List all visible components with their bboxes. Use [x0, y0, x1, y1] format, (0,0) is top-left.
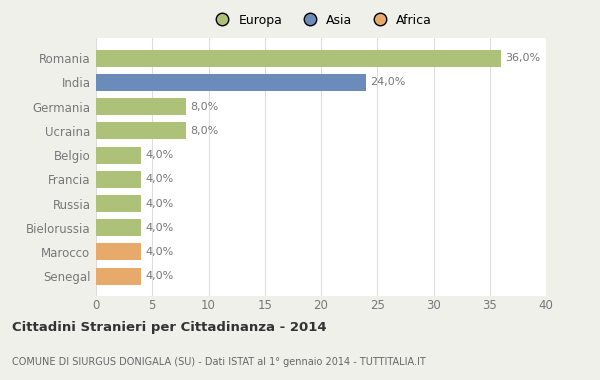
Text: 4,0%: 4,0%: [146, 174, 174, 184]
Bar: [96, 268, 141, 285]
Bar: [96, 147, 141, 163]
Text: 4,0%: 4,0%: [146, 150, 174, 160]
Bar: [96, 195, 141, 212]
Text: 4,0%: 4,0%: [146, 223, 174, 233]
Text: COMUNE DI SIURGUS DONIGALA (SU) - Dati ISTAT al 1° gennaio 2014 - TUTTITALIA.IT: COMUNE DI SIURGUS DONIGALA (SU) - Dati I…: [12, 357, 426, 367]
Bar: [96, 98, 186, 115]
Legend: Europa, Asia, Africa: Europa, Asia, Africa: [210, 14, 432, 27]
Bar: [96, 74, 366, 91]
Bar: [96, 122, 186, 139]
Text: Cittadini Stranieri per Cittadinanza - 2014: Cittadini Stranieri per Cittadinanza - 2…: [12, 321, 326, 334]
Text: 4,0%: 4,0%: [146, 271, 174, 281]
Text: 4,0%: 4,0%: [146, 247, 174, 257]
Bar: [96, 50, 501, 67]
Text: 24,0%: 24,0%: [371, 78, 406, 87]
Text: 4,0%: 4,0%: [146, 198, 174, 209]
Bar: [96, 171, 141, 188]
Bar: [96, 244, 141, 260]
Bar: [96, 219, 141, 236]
Text: 36,0%: 36,0%: [505, 53, 541, 63]
Text: 8,0%: 8,0%: [191, 126, 219, 136]
Text: 8,0%: 8,0%: [191, 102, 219, 112]
